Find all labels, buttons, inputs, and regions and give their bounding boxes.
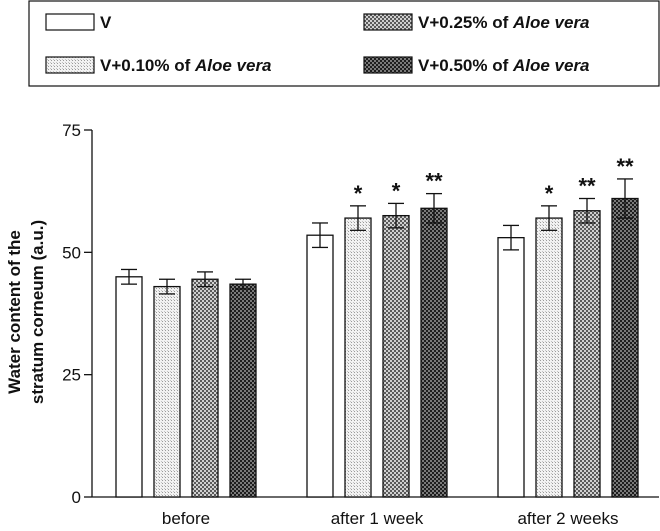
category-label-after-1-week: after 1 week <box>331 509 424 528</box>
legend-swatch-1 <box>45 13 95 31</box>
legend-swatch-4 <box>363 56 413 74</box>
bar-after-1-week-series-4 <box>420 207 448 498</box>
legend-label-italic: Aloe vera <box>512 56 590 75</box>
y-tick-label-25: 25 <box>62 366 81 385</box>
legend-label-prefix: V+0.50% of <box>418 56 513 75</box>
bar-before-series-1 <box>115 276 143 498</box>
bar-before-series-4 <box>229 283 257 498</box>
significance-after-2-weeks-series-3: ** <box>578 174 596 199</box>
category-label-before: before <box>162 509 210 528</box>
bar-before-series-3 <box>191 278 219 498</box>
significance-after-1-week-series-3: * <box>392 178 401 203</box>
legend-label-2: V+0.10% of Aloe vera <box>100 56 272 75</box>
bar-after-2-weeks-series-4 <box>611 197 639 498</box>
y-tick-label-50: 50 <box>62 243 81 262</box>
legend-label-text: V <box>100 13 112 32</box>
bar-after-2-weeks-series-3 <box>573 210 601 498</box>
legend-label-italic: Aloe vera <box>512 13 590 32</box>
legend-label-italic: Aloe vera <box>194 56 272 75</box>
significance-after-1-week-series-2: * <box>354 181 363 206</box>
y-tick-label-75: 75 <box>62 121 81 140</box>
bar-after-1-week-series-1 <box>306 234 334 498</box>
legend-label-prefix: V+0.10% of <box>100 56 195 75</box>
legend-label-1: V <box>100 13 112 32</box>
legend-label-3: V+0.25% of Aloe vera <box>418 13 590 32</box>
legend-swatch-2 <box>45 56 95 74</box>
y-axis-title-line-1: Water content of the <box>5 230 24 394</box>
significance-after-2-weeks-series-4: ** <box>616 154 634 179</box>
legend-label-prefix: V+0.25% of <box>418 13 513 32</box>
bar-before-series-2 <box>153 285 181 498</box>
significance-after-2-weeks-series-2: * <box>545 181 554 206</box>
legend-swatch-3 <box>363 13 413 31</box>
y-tick-label-0: 0 <box>72 488 81 507</box>
legend-box <box>28 0 660 87</box>
bar-after-2-weeks-series-2 <box>535 217 563 498</box>
significance-after-1-week-series-4: ** <box>425 169 443 194</box>
legend-label-4: V+0.50% of Aloe vera <box>418 56 590 75</box>
bar-after-1-week-series-2 <box>344 217 372 498</box>
bar-after-2-weeks-series-1 <box>497 237 525 498</box>
y-axis-title-line-2: stratum corneum (a.u.) <box>28 220 47 404</box>
bar-after-1-week-series-3 <box>382 214 410 498</box>
category-label-after-2-weeks: after 2 weeks <box>517 509 618 528</box>
